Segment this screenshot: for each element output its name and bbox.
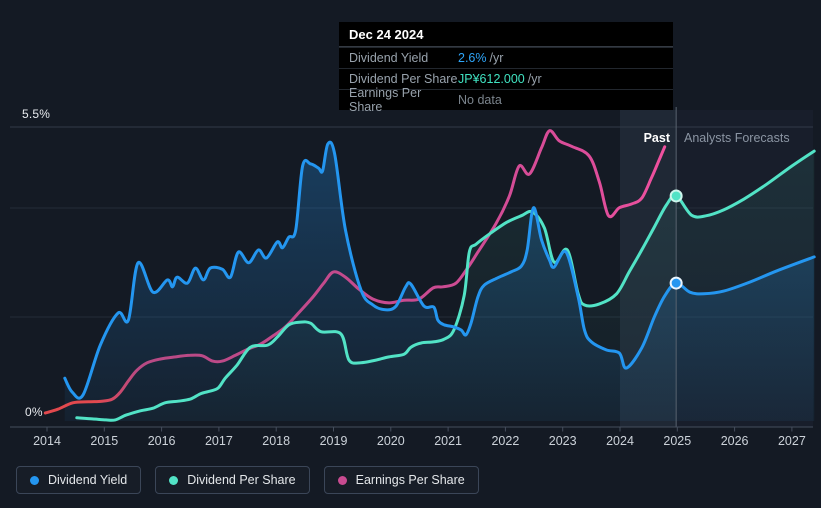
x-axis-year-label: 2014 xyxy=(33,434,61,448)
dividend-per-share-line xyxy=(75,149,816,422)
x-axis-year-label: 2026 xyxy=(720,434,749,448)
chart-tooltip: Dec 24 2024 Dividend Yield 2.6% /yr Divi… xyxy=(339,22,673,114)
legend-label: Dividend Yield xyxy=(48,473,128,487)
dividend-per-share-marker[interactable] xyxy=(669,189,683,203)
x-axis-year-label: 2019 xyxy=(319,434,348,448)
past-label: Past xyxy=(643,131,670,145)
dividend-yield-area xyxy=(64,142,815,421)
tooltip-value-suffix: /yr xyxy=(489,51,504,65)
legend-label: Earnings Per Share xyxy=(355,473,465,487)
chart-legend: Dividend Yield Dividend Per Share Earnin… xyxy=(16,466,479,494)
x-axis-year-label: 2016 xyxy=(147,434,176,448)
legend-dividend-per-share[interactable]: Dividend Per Share xyxy=(155,466,310,494)
tooltip-label: Dividend Yield xyxy=(349,51,429,65)
x-axis-labels: 2014 2015 2016 2017 2018 2019 2020 2021 2022 2023… xyxy=(0,434,821,450)
y-axis-label-top: 5.5% xyxy=(22,107,51,121)
earnings-per-share-line xyxy=(43,129,667,415)
tooltip-label: Dividend Per Share xyxy=(349,72,458,86)
tooltip-value-suffix: /yr xyxy=(527,72,542,86)
tooltip-value: JP¥612.000 xyxy=(458,72,525,86)
legend-earnings-per-share[interactable]: Earnings Per Share xyxy=(323,466,479,494)
x-axis-year-label: 2025 xyxy=(663,434,692,448)
x-axis-year-label: 2021 xyxy=(434,434,462,448)
tooltip-value: 2.6% xyxy=(458,51,487,65)
x-axis-year-label: 2022 xyxy=(491,434,520,448)
dividend-per-share-dot-icon xyxy=(169,475,179,485)
x-axis-year-label: 2017 xyxy=(204,434,233,448)
dividend-yield-line xyxy=(63,140,816,400)
x-axis-year-label: 2018 xyxy=(262,434,291,448)
tooltip-value: No data xyxy=(458,93,502,107)
x-axis-year-label: 2023 xyxy=(548,434,577,448)
tooltip-row-dividend-per-share: Dividend Per Share JP¥612.000 /yr xyxy=(339,68,673,89)
dividend-yield-dot-icon xyxy=(30,475,39,485)
x-axis-year-label: 2024 xyxy=(606,434,634,448)
legend-dividend-yield[interactable]: Dividend Yield xyxy=(16,466,142,494)
x-axis-year-label: 2020 xyxy=(376,434,405,448)
dividend-yield-marker[interactable] xyxy=(669,276,683,290)
tooltip-row-earnings-per-share: Earnings Per Share No data xyxy=(339,86,673,114)
x-axis-year-label: 2027 xyxy=(777,434,806,448)
y-axis-label-zero: 0% xyxy=(25,405,43,419)
legend-label: Dividend Per Share xyxy=(187,473,296,487)
tooltip-row-dividend-yield: Dividend Yield 2.6% /yr xyxy=(339,47,673,68)
tooltip-label: Earnings Per Share xyxy=(349,86,422,114)
tooltip-date: Dec 24 2024 xyxy=(339,22,673,47)
earnings-per-share-dot-icon xyxy=(337,475,347,485)
analysts-forecasts-label: Analysts Forecasts xyxy=(684,131,790,145)
x-axis-year-label: 2015 xyxy=(90,434,119,448)
